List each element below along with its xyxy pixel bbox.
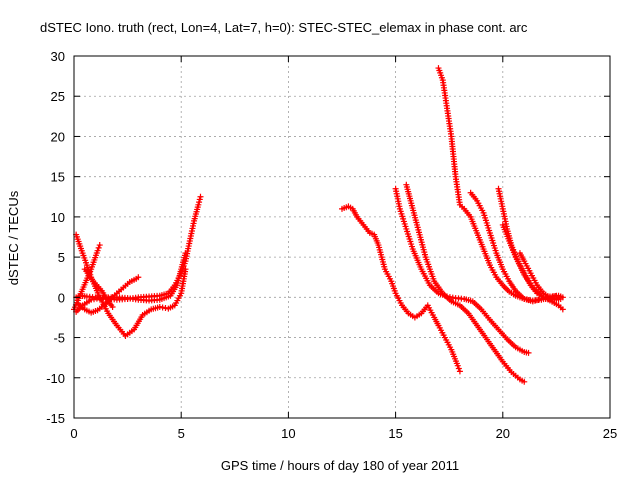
- series-arc-7: [339, 203, 463, 375]
- y-tick-label: -15: [46, 411, 65, 426]
- series-group: [71, 65, 566, 385]
- data-point-marker: [94, 247, 101, 254]
- data-point-marker: [197, 193, 204, 200]
- data-point-marker: [95, 244, 102, 251]
- axis-ticks: 0 5 10 15 20 25 -15 -10 -5 0 5 10 15 20 25 30: [46, 49, 617, 441]
- y-tick-label: 5: [58, 250, 65, 265]
- data-point-marker: [182, 250, 189, 257]
- x-axis-label: GPS time / hours of day 180 of year 2011: [221, 458, 459, 473]
- series-arc-13: [499, 221, 564, 303]
- series-arc-14: [516, 250, 564, 303]
- data-point-marker: [135, 274, 142, 281]
- series-arc-8: [392, 185, 532, 356]
- plot-frame: [73, 55, 611, 419]
- y-axis-label: dSTEC / TECUs: [6, 190, 21, 285]
- series-arc-9: [403, 181, 528, 385]
- x-tick-label: 15: [388, 426, 402, 441]
- series-arc-5: [75, 274, 142, 316]
- x-tick-label: 0: [70, 426, 77, 441]
- y-tick-label: 20: [51, 129, 65, 144]
- x-tick-label: 25: [603, 426, 617, 441]
- data-point-marker: [557, 295, 564, 302]
- chart-title: dSTEC Iono. truth (rect, Lon=4, Lat=7, h…: [40, 20, 528, 35]
- y-tick-label: 0: [58, 290, 65, 305]
- data-point-marker: [521, 378, 528, 385]
- series-arc-6: [81, 266, 116, 310]
- data-point-marker: [196, 199, 203, 206]
- y-tick-label: 25: [51, 89, 65, 104]
- data-point-marker: [109, 303, 116, 310]
- data-point-marker: [525, 349, 532, 356]
- data-point-marker: [195, 201, 202, 208]
- x-tick-label: 20: [496, 426, 510, 441]
- series-line: [75, 233, 187, 337]
- y-tick-label: -10: [46, 371, 65, 386]
- data-point-marker: [96, 242, 103, 249]
- grid: [74, 56, 610, 418]
- y-tick-label: 10: [51, 210, 65, 225]
- x-tick-label: 5: [178, 426, 185, 441]
- y-tick-label: 30: [51, 49, 65, 64]
- series-arc-2: [73, 231, 189, 339]
- data-point-marker: [455, 365, 462, 372]
- y-tick-label: -5: [53, 331, 65, 346]
- data-point-marker: [559, 306, 566, 313]
- y-tick-label: 15: [51, 170, 65, 185]
- data-point-marker: [456, 368, 463, 375]
- x-tick-label: 10: [281, 426, 295, 441]
- series-arc-10: [435, 65, 560, 304]
- data-point-marker: [196, 196, 203, 203]
- data-point-marker: [454, 362, 461, 369]
